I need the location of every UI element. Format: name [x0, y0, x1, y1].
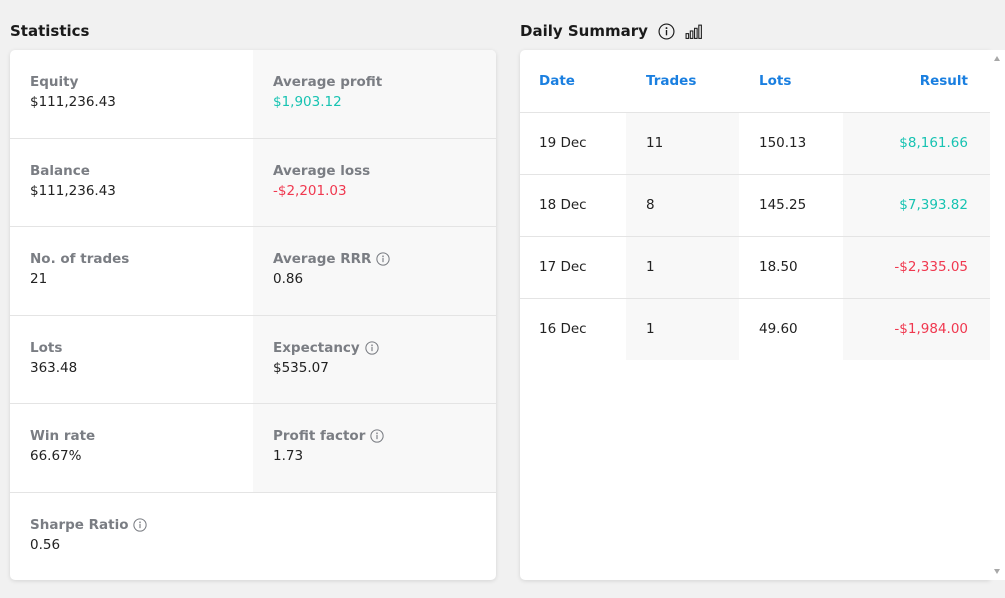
stat-value: $111,236.43 [30, 182, 116, 199]
stat-label: Sharpe Ratio [30, 516, 253, 534]
table-header-row: Date Trades Lots Result [520, 50, 990, 113]
stat-value: $111,236.43 [30, 94, 116, 110]
stat-row: No. of trades 21 Average RRR 0.86 [10, 227, 496, 316]
stat-value: 21 [30, 271, 48, 287]
stat-value: 0.56 [30, 536, 61, 553]
stat-average-loss: Average loss -$2,201.03 [253, 138, 496, 226]
stat-win-rate: Win rate 66.67% [10, 404, 253, 492]
scroll-up-arrow-icon[interactable] [994, 56, 1000, 61]
info-icon[interactable] [133, 517, 148, 532]
stat-no-of-trades: No. of trades 21 [10, 227, 253, 315]
stat-label-text: Expectancy [273, 339, 360, 356]
cell-date: 16 Dec [539, 321, 587, 338]
stat-average-rrr: Average RRR 0.86 [253, 227, 496, 315]
stat-lots: Lots 363.48 [10, 316, 253, 404]
column-header-result[interactable]: Result [843, 50, 990, 113]
cell-trades: 8 [626, 174, 739, 237]
statistics-title: Statistics [10, 22, 89, 40]
stat-value: 1.73 [273, 448, 304, 464]
stat-value: $1,903.12 [273, 94, 342, 110]
cell-result: -$1,984.00 [843, 298, 990, 360]
stat-label: Profit factor [273, 427, 496, 445]
vertical-scrollbar[interactable] [990, 50, 1005, 580]
statistics-card: Equity $111,236.43 Average profit $1,903… [10, 50, 496, 580]
column-header-trades[interactable]: Trades [626, 50, 739, 113]
stat-row: Equity $111,236.43 Average profit $1,903… [10, 50, 496, 139]
stat-label: Lots [30, 339, 63, 356]
stat-value: -$2,201.03 [273, 182, 347, 199]
stat-row: Win rate 66.67% Profit factor 1.73 [10, 404, 496, 493]
stat-label: Average RRR [273, 250, 496, 268]
stat-value: $535.07 [273, 359, 329, 376]
stat-value: 0.86 [273, 271, 304, 287]
stat-label: Expectancy [273, 339, 496, 357]
stat-row: Balance $111,236.43 Average loss -$2,201… [10, 138, 496, 227]
daily-summary-title-text: Daily Summary [520, 22, 648, 40]
cell-result: $7,393.82 [843, 174, 990, 237]
cell-result: -$2,335.05 [843, 236, 990, 299]
table-row[interactable]: 16 Dec 1 49.60 -$1,984.00 [520, 298, 990, 360]
cell-trades: 11 [626, 112, 739, 175]
stat-label-text: Sharpe Ratio [30, 516, 129, 533]
cell-trades: 1 [626, 236, 739, 299]
table-row[interactable]: 19 Dec 11 150.13 $8,161.66 [520, 112, 990, 175]
scroll-down-arrow-icon[interactable] [994, 569, 1000, 574]
column-header-lots[interactable]: Lots [739, 50, 843, 113]
stat-equity: Equity $111,236.43 [10, 50, 253, 138]
daily-summary-title: Daily Summary [520, 22, 702, 40]
cell-lots: 18.50 [739, 236, 843, 299]
stat-average-profit: Average profit $1,903.12 [253, 50, 496, 138]
cell-result: $8,161.66 [843, 112, 990, 175]
stat-balance: Balance $111,236.43 [10, 139, 253, 227]
stat-label: Average loss [273, 162, 371, 179]
stat-label: No. of trades [30, 251, 130, 267]
cell-trades: 1 [626, 298, 739, 360]
stat-row: Sharpe Ratio 0.56 [10, 493, 496, 581]
cell-date: 19 Dec [520, 112, 626, 175]
stat-row: Lots 363.48 Expectancy $535.07 [10, 315, 496, 404]
info-icon[interactable] [658, 22, 675, 40]
info-icon[interactable] [370, 429, 385, 443]
stat-value: 363.48 [30, 359, 78, 376]
stat-profit-factor: Profit factor 1.73 [253, 404, 496, 492]
stat-expectancy: Expectancy $535.07 [253, 315, 496, 403]
stat-sharpe-ratio: Sharpe Ratio 0.56 [10, 493, 253, 581]
stat-label-text: Profit factor [273, 428, 366, 444]
statistics-title-text: Statistics [10, 22, 90, 40]
daily-summary-card: Date Trades Lots Result 19 Dec 11 150.13… [520, 50, 990, 580]
stat-value: 66.67% [30, 448, 82, 464]
cell-date: 18 Dec [520, 174, 626, 237]
cell-lots: 49.60 [759, 321, 798, 338]
info-icon[interactable] [376, 252, 391, 266]
stat-label: Win rate [30, 428, 96, 444]
cell-date: 17 Dec [520, 236, 626, 299]
info-icon[interactable] [365, 340, 379, 355]
stat-label-text: Average RRR [273, 251, 372, 267]
stat-label: Average profit [273, 74, 383, 90]
stat-label: Balance [30, 162, 90, 179]
cell-lots: 150.13 [739, 112, 843, 175]
daily-summary-table: Date Trades Lots Result 19 Dec 11 150.13… [520, 50, 990, 360]
cell-lots: 145.25 [739, 174, 843, 237]
stat-label: Equity [30, 74, 79, 90]
column-header-date[interactable]: Date [520, 50, 626, 113]
table-row[interactable]: 18 Dec 8 145.25 $7,393.82 [520, 174, 990, 237]
bar-chart-icon[interactable] [685, 23, 702, 40]
table-row[interactable]: 17 Dec 1 18.50 -$2,335.05 [520, 236, 990, 299]
